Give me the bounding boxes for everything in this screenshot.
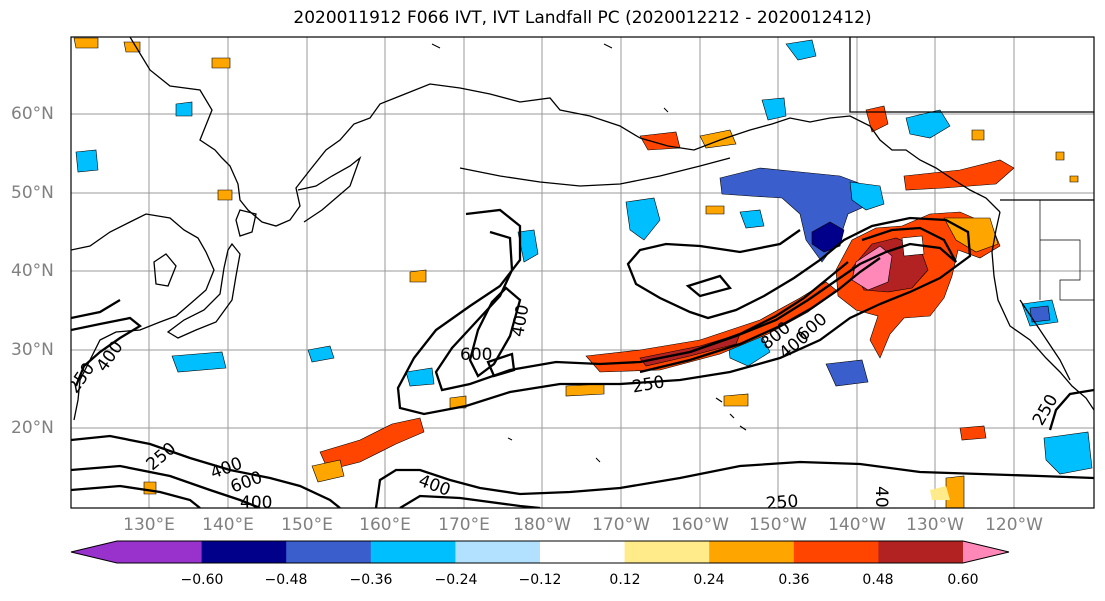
coast-alaska: [639, 115, 1001, 213]
colorbar-outline: [70, 540, 1010, 564]
contour-400-west: [71, 316, 143, 387]
lon-label-160e: 160°E: [359, 515, 411, 535]
lat-label-20n: 20°N: [11, 418, 54, 438]
coast-asia-north: [129, 37, 641, 227]
coast-aleutians: [459, 157, 731, 187]
contour-east: [1048, 388, 1094, 431]
lon-label-130w: 130°W: [906, 515, 964, 535]
colorbar-tick-label: 0.12: [609, 572, 641, 588]
colorbar-segment: [286, 541, 372, 563]
colorbar-segment: [878, 541, 964, 563]
lon-label-170e: 170°E: [438, 515, 490, 535]
contour-600-east: [639, 257, 881, 374]
lon-label-140w: 140°W: [828, 515, 886, 535]
map-frame: [70, 36, 1095, 509]
colorbar-tick-label: 0.36: [778, 572, 810, 588]
colorbar-tick-label: 0.48: [862, 572, 894, 588]
colorbar-tick-label: −0.48: [264, 572, 308, 588]
contour-label: 400: [508, 303, 533, 338]
lon-label-150e: 150°E: [281, 515, 333, 535]
contour-south-loop: [374, 460, 1094, 508]
colorbar-tick-label: −0.36: [349, 572, 393, 588]
ivt-contours: [71, 208, 1094, 508]
lon-label-120w: 120°W: [985, 515, 1043, 535]
colorbar-segment: [709, 541, 795, 563]
contour-label: 250: [1029, 391, 1063, 429]
lon-label-130e: 130°E: [123, 515, 175, 535]
colorbar-tick-label: −0.12: [518, 572, 562, 588]
contour-250-west: [71, 299, 121, 320]
colorbar-tick-label: 0.60: [947, 572, 979, 588]
border-alaska: [849, 37, 1094, 113]
lat-label-50n: 50°N: [11, 183, 54, 203]
colorbar-tick-label: −0.60: [180, 572, 224, 588]
colorbar-segment: [455, 541, 541, 563]
contour-label: 600: [460, 345, 492, 365]
coast-na-west: [991, 211, 1094, 411]
colorbar-segment: [793, 541, 879, 563]
colorbar-segment: [370, 541, 456, 563]
colorbar-extend-min: [71, 541, 117, 563]
contour-label: 400: [240, 493, 272, 513]
colorbar-tick-label: −0.24: [434, 572, 478, 588]
contour-southwest: [71, 434, 341, 508]
colorbar-segment: [624, 541, 710, 563]
lat-label-40n: 40°N: [11, 261, 54, 281]
lon-label-160w: 160°W: [671, 515, 729, 535]
lat-label-30n: 30°N: [11, 340, 54, 360]
lon-label-140e: 140°E: [202, 515, 254, 535]
map-title: 2020011912 F066 IVT, IVT Landfall PC (20…: [293, 8, 872, 28]
light-negative-edge: [849, 181, 885, 211]
coast-kamchatka: [297, 156, 362, 223]
contour-label: 250: [631, 372, 666, 397]
contour-250-central: [396, 208, 972, 416]
lon-label-170w: 170°W: [592, 515, 650, 535]
contour-label: 250: [765, 491, 799, 514]
coast-china: [71, 213, 215, 421]
coastlines: [71, 37, 1094, 463]
contour-ring-small: [685, 274, 733, 298]
colorbar: [70, 540, 1010, 564]
negative-core-gulf: [811, 221, 845, 253]
islands-hawaii: [715, 397, 747, 431]
lat-label-60n: 60°N: [11, 104, 54, 124]
lon-label-150w: 150°W: [749, 515, 807, 535]
contour-800-east: [689, 261, 849, 354]
colorbar-tick-label: 0.24: [693, 572, 725, 588]
border-us-states: [1039, 200, 1094, 301]
contour-labels: 400 600 400 250 250 400 600 400 400 250 …: [71, 303, 1063, 514]
baja: [1019, 299, 1071, 381]
colorbar-segment: [117, 541, 203, 563]
colorbar-segment: [201, 541, 287, 563]
coast-korea: [153, 253, 177, 287]
lon-label-180w: 180°W: [513, 515, 571, 535]
colorbar-segment: [540, 541, 626, 563]
contour-label: 40: [871, 486, 891, 508]
pc-fill-patches: [73, 37, 1093, 508]
contour-600-central: [468, 286, 522, 378]
colorbar-extend-max: [963, 541, 1009, 563]
coast-japan: [166, 242, 241, 339]
